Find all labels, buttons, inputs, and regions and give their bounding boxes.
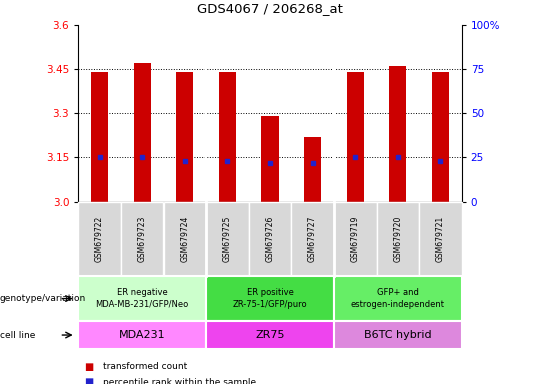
Text: GSM679720: GSM679720 (393, 216, 402, 262)
Text: ■: ■ (84, 362, 93, 372)
Text: ER positive
ZR-75-1/GFP/puro: ER positive ZR-75-1/GFP/puro (233, 288, 307, 309)
Text: GSM679719: GSM679719 (350, 216, 360, 262)
Bar (176, 72, 193, 202)
Text: transformed count: transformed count (103, 362, 187, 371)
Text: GSM679725: GSM679725 (223, 216, 232, 262)
Bar (432, 72, 449, 202)
Bar (261, 116, 279, 202)
Text: cell line: cell line (0, 331, 36, 339)
Text: GSM679724: GSM679724 (180, 216, 190, 262)
Bar (347, 72, 364, 202)
Bar (219, 72, 236, 202)
Text: GSM679723: GSM679723 (138, 216, 147, 262)
Text: percentile rank within the sample: percentile rank within the sample (103, 377, 256, 384)
Text: GDS4067 / 206268_at: GDS4067 / 206268_at (197, 2, 343, 15)
Text: GSM679721: GSM679721 (436, 216, 445, 262)
Text: ER negative
MDA-MB-231/GFP/Neo: ER negative MDA-MB-231/GFP/Neo (96, 288, 189, 309)
Text: ZR75: ZR75 (255, 330, 285, 340)
Text: GSM679722: GSM679722 (95, 216, 104, 262)
Text: MDA231: MDA231 (119, 330, 166, 340)
Text: B6TC hybrid: B6TC hybrid (364, 330, 431, 340)
Text: genotype/variation: genotype/variation (0, 294, 86, 303)
Bar (389, 66, 406, 202)
Text: ■: ■ (84, 377, 93, 384)
Bar (91, 72, 108, 202)
Bar (134, 63, 151, 202)
Bar (304, 137, 321, 202)
Text: GSM679727: GSM679727 (308, 216, 317, 262)
Text: GFP+ and
estrogen-independent: GFP+ and estrogen-independent (351, 288, 445, 309)
Text: GSM679726: GSM679726 (266, 216, 274, 262)
